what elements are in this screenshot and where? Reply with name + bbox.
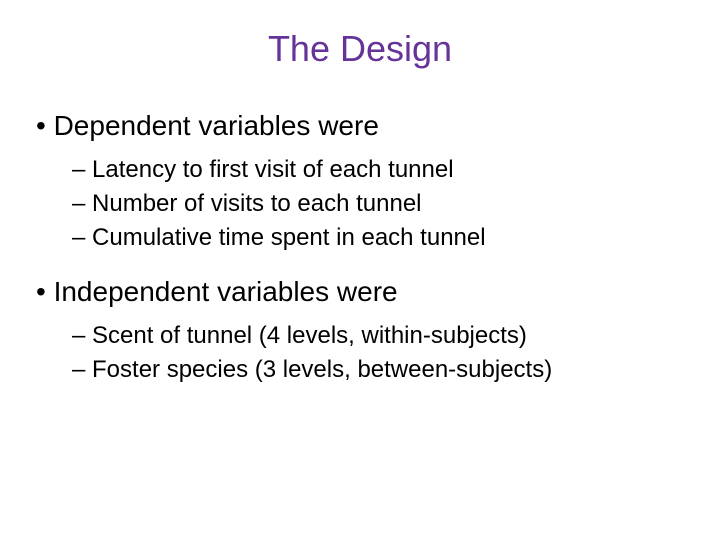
bullet-section-header: • Independent variables were — [36, 276, 684, 308]
bullet-section-header: • Dependent variables were — [36, 110, 684, 142]
sub-bullet-item: – Number of visits to each tunnel — [72, 190, 684, 218]
sub-bullet-item: – Cumulative time spent in each tunnel — [72, 224, 684, 252]
sub-bullet-item: – Scent of tunnel (4 levels, within-subj… — [72, 322, 684, 350]
sub-bullet-item: – Foster species (3 levels, between-subj… — [72, 356, 684, 384]
sub-bullet-item: – Latency to first visit of each tunnel — [72, 156, 684, 184]
slide-title: The Design — [36, 28, 684, 70]
